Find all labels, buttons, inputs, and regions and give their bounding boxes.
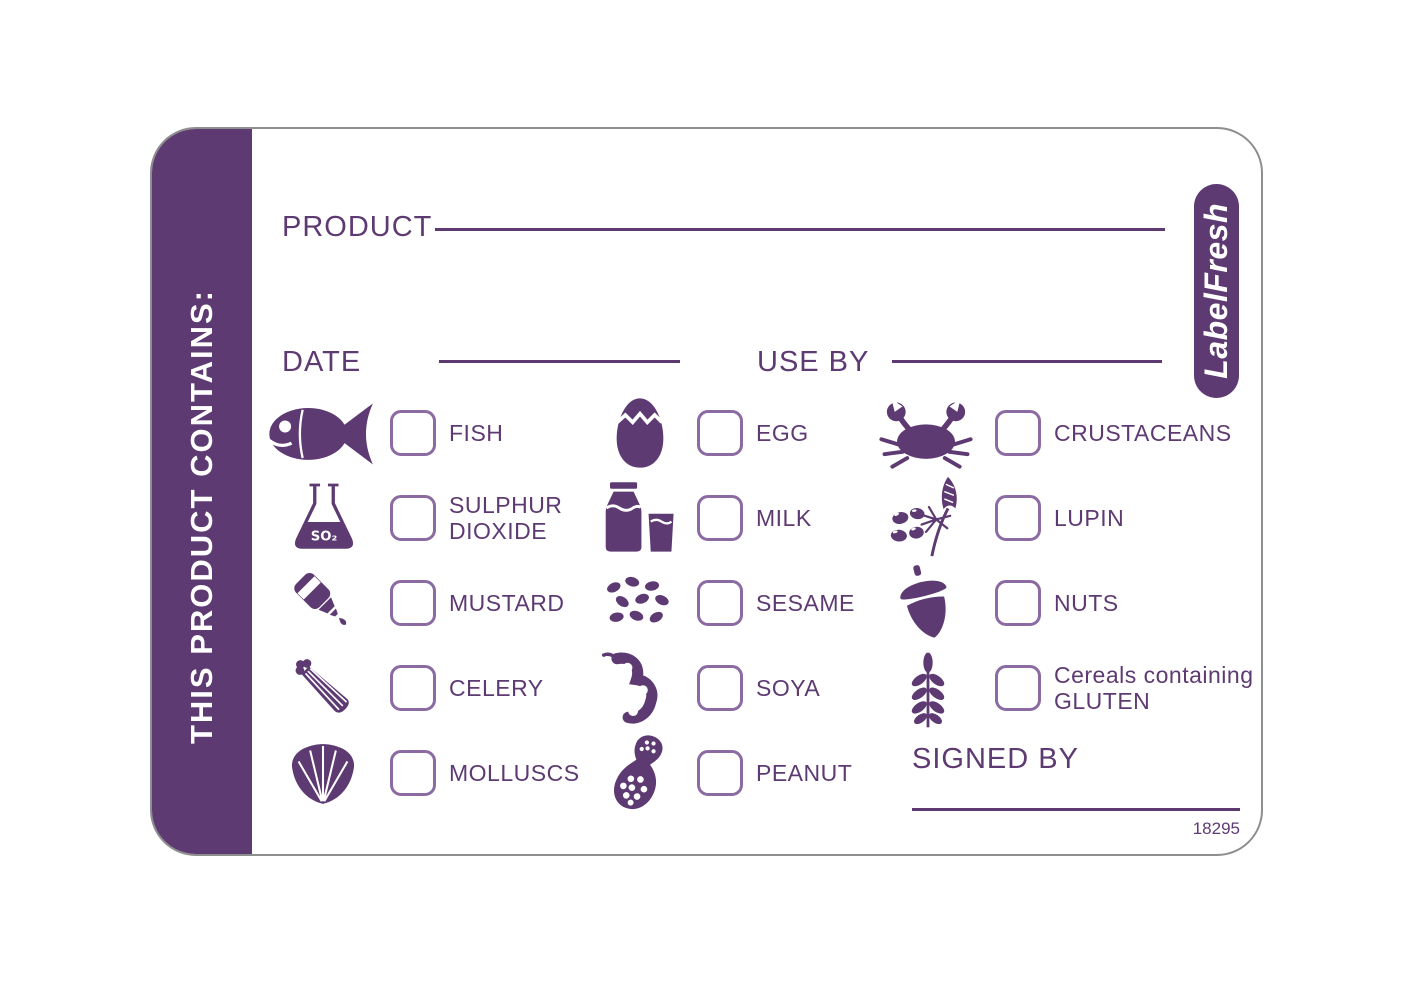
checkbox-peanut[interactable] <box>697 750 743 796</box>
allergen-label-crustaceans: CRUSTACEANS <box>1054 420 1232 446</box>
checkbox-molluscs[interactable] <box>390 750 436 796</box>
checkbox-mustard[interactable] <box>390 580 436 626</box>
sulphur-dioxide-flask-icon: SO₂ <box>291 480 357 556</box>
allergen-label-nuts: NUTS <box>1054 590 1119 616</box>
allergen-label-egg: EGG <box>756 420 809 446</box>
checkbox-soya[interactable] <box>697 665 743 711</box>
checkbox-fish[interactable] <box>390 410 436 456</box>
allergen-label-celery: CELERY <box>449 675 544 701</box>
product-label: PRODUCT <box>282 211 433 243</box>
use-by-label: USE BY <box>757 346 870 378</box>
allergen-label-card: THIS PRODUCT CONTAINS: LabelFresh PRODUC… <box>150 127 1263 856</box>
allergen-label-sesame: SESAME <box>756 590 855 616</box>
celery-icon <box>283 647 363 729</box>
labelfresh-logo: LabelFresh <box>1194 184 1239 398</box>
checkbox-sesame[interactable] <box>697 580 743 626</box>
cracked-egg-icon <box>610 394 670 472</box>
checkbox-gluten[interactable] <box>995 665 1041 711</box>
product-write-line[interactable] <box>435 228 1165 231</box>
allergen-label-sulphur-dioxide: SULPHUR DIOXIDE <box>449 492 563 544</box>
checkbox-sulphur-dioxide[interactable] <box>390 495 436 541</box>
allergen-label-molluscs: MOLLUSCS <box>449 760 580 786</box>
checkbox-nuts[interactable] <box>995 580 1041 626</box>
milk-bottle-glass-icon <box>600 482 680 554</box>
label-code: 18295 <box>1192 819 1240 838</box>
soya-pod-icon <box>596 646 680 730</box>
wheat-ear-icon <box>900 646 956 734</box>
sidebar: THIS PRODUCT CONTAINS: <box>152 129 252 854</box>
fish-icon <box>267 396 379 470</box>
peanut-icon <box>607 730 673 816</box>
signed-by-write-line[interactable] <box>912 808 1240 811</box>
checkbox-egg[interactable] <box>697 410 743 456</box>
mollusc-shell-icon <box>283 737 363 809</box>
so2-symbol: SO₂ <box>311 529 338 544</box>
allergen-label-fish: FISH <box>449 420 504 446</box>
sesame-seeds-icon <box>600 569 680 637</box>
sidebar-title: THIS PRODUCT CONTAINS: <box>184 288 219 745</box>
crab-icon <box>873 397 979 469</box>
checkbox-lupin[interactable] <box>995 495 1041 541</box>
allergen-label-gluten: Cereals containing GLUTEN <box>1054 662 1254 714</box>
allergen-label-mustard: MUSTARD <box>449 590 565 616</box>
signed-by-label: SIGNED BY <box>912 743 1079 775</box>
date-write-line[interactable] <box>439 360 680 363</box>
allergen-label-milk: MILK <box>756 505 812 531</box>
allergen-label-soya: SOYA <box>756 675 821 701</box>
checkbox-celery[interactable] <box>390 665 436 711</box>
labelfresh-logo-text: LabelFresh <box>1198 203 1234 379</box>
allergen-label-lupin: LUPIN <box>1054 505 1125 531</box>
checkbox-crustaceans[interactable] <box>995 410 1041 456</box>
use-by-write-line[interactable] <box>892 360 1162 363</box>
checkbox-milk[interactable] <box>697 495 743 541</box>
allergen-label-peanut: PEANUT <box>756 760 853 786</box>
date-label: DATE <box>282 346 362 378</box>
lupin-plant-icon <box>882 474 970 562</box>
acorn-icon <box>893 563 959 643</box>
mustard-bottle-icon <box>285 565 361 641</box>
